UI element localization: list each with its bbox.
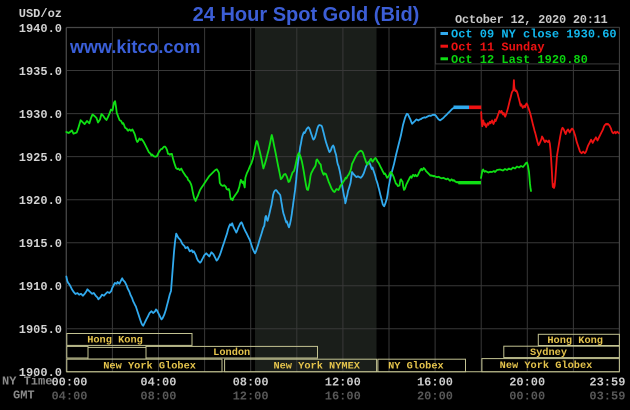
svg-text:04:00: 04:00: [51, 390, 87, 404]
svg-text:03:59: 03:59: [589, 390, 625, 404]
svg-text:00:00: 00:00: [51, 376, 87, 390]
svg-text:Hong Kong: Hong Kong: [547, 335, 603, 347]
svg-text:1900.0: 1900.0: [19, 366, 62, 380]
svg-text:12:00: 12:00: [233, 390, 269, 404]
svg-text:1920.0: 1920.0: [19, 194, 62, 208]
svg-text:Oct 12 Last 1920.80: Oct 12 Last 1920.80: [451, 53, 588, 67]
svg-text:20:00: 20:00: [417, 390, 453, 404]
svg-text:NY Globex: NY Globex: [388, 360, 444, 372]
svg-text:23:59: 23:59: [589, 376, 625, 390]
svg-text:08:00: 08:00: [233, 376, 269, 390]
svg-text:London: London: [213, 347, 250, 359]
svg-text:New York Globex: New York Globex: [500, 360, 593, 372]
svg-text:October 12, 2020 20:11: October 12, 2020 20:11: [455, 13, 608, 27]
svg-text:1915.0: 1915.0: [19, 237, 62, 251]
svg-text:GMT: GMT: [13, 389, 35, 403]
svg-text:Hong Kong: Hong Kong: [87, 334, 143, 346]
svg-text:00:00: 00:00: [509, 390, 545, 404]
svg-text:New York NYMEX: New York NYMEX: [273, 360, 360, 372]
svg-text:16:00: 16:00: [417, 376, 453, 390]
svg-text:20:00: 20:00: [509, 376, 545, 390]
svg-text:1935.0: 1935.0: [19, 65, 62, 79]
svg-text:USD/oz: USD/oz: [19, 7, 62, 21]
svg-text:04:00: 04:00: [140, 376, 176, 390]
svg-text:1905.0: 1905.0: [19, 323, 62, 337]
svg-text:1910.0: 1910.0: [19, 280, 62, 294]
svg-text:Oct 11 Sunday: Oct 11 Sunday: [451, 40, 545, 54]
svg-text:1940.0: 1940.0: [19, 22, 62, 36]
svg-text:08:00: 08:00: [140, 390, 176, 404]
svg-text:1925.0: 1925.0: [19, 151, 62, 165]
svg-text:12:00: 12:00: [325, 376, 361, 390]
svg-text:New York Globex: New York Globex: [103, 360, 196, 372]
svg-text:16:00: 16:00: [325, 390, 361, 404]
svg-text:1930.0: 1930.0: [19, 108, 62, 122]
svg-text:Oct 09 NY close 1930.60: Oct 09 NY close 1930.60: [451, 28, 617, 42]
svg-text:24 Hour Spot Gold (Bid): 24 Hour Spot Gold (Bid): [193, 4, 420, 26]
svg-text:Sydney: Sydney: [530, 347, 567, 359]
svg-text:www.kitco.com: www.kitco.com: [69, 37, 200, 57]
svg-text:NY Time: NY Time: [2, 375, 52, 389]
